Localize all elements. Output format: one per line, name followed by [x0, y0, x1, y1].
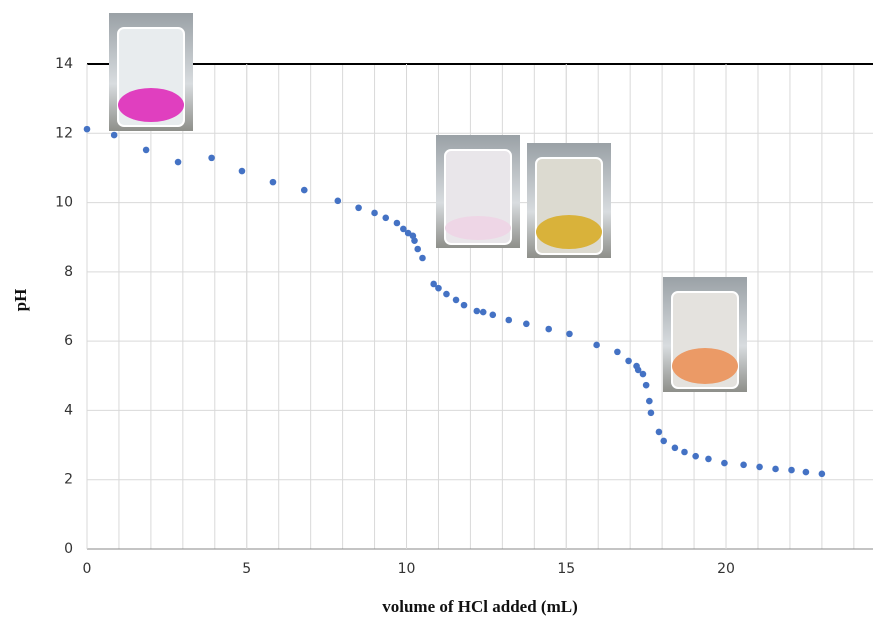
data-point: [393, 219, 401, 227]
data-point: [382, 214, 390, 222]
data-point: [411, 237, 418, 244]
data-point: [660, 437, 668, 445]
data-point: [642, 381, 650, 389]
data-point: [625, 357, 632, 365]
data-point: [566, 330, 573, 338]
beaker-photo-clear: [436, 135, 520, 248]
data-point: [634, 366, 642, 374]
data-point: [681, 448, 688, 456]
data-point: [614, 348, 621, 356]
data-point: [639, 370, 647, 378]
data-point: [452, 296, 460, 304]
x-tick-label: 5: [242, 561, 251, 577]
y-tick-label: 4: [64, 402, 73, 418]
data-point: [83, 125, 91, 133]
data-point: [545, 325, 552, 333]
y-tick-label: 12: [55, 125, 73, 141]
x-tick-label: 15: [557, 561, 575, 577]
data-point: [238, 167, 246, 175]
data-point: [460, 301, 468, 309]
data-point: [593, 341, 600, 349]
y-tick-label: 14: [55, 56, 73, 72]
data-point: [655, 428, 663, 436]
data-point: [473, 307, 481, 315]
data-point: [334, 197, 342, 205]
data-point: [523, 320, 530, 328]
data-point: [269, 178, 277, 186]
data-point: [110, 131, 118, 139]
y-axis-title: pH: [11, 289, 30, 312]
beaker-photo-orange: [663, 277, 747, 392]
data-point: [788, 466, 795, 474]
data-point: [646, 397, 653, 405]
data-point: [443, 290, 450, 298]
beaker-photo-yellow: [527, 143, 611, 258]
data-point: [772, 465, 779, 473]
x-tick-label: 10: [398, 561, 416, 577]
x-axis-title: volume of HCl added (mL): [382, 597, 578, 616]
data-point: [400, 225, 407, 233]
data-point: [208, 154, 215, 162]
data-point: [174, 158, 182, 166]
data-point: [430, 280, 437, 288]
data-point: [647, 409, 655, 417]
beaker-photo-pink: [109, 13, 193, 131]
data-point: [671, 444, 679, 452]
y-tick-label: 6: [64, 333, 73, 349]
data-point: [479, 308, 487, 316]
data-point: [404, 229, 412, 237]
y-tick-label: 0: [64, 541, 73, 557]
x-tick-label: 0: [83, 561, 92, 577]
x-tick-label: 20: [717, 561, 735, 577]
data-point: [142, 146, 150, 154]
data-point: [419, 254, 426, 262]
data-point: [818, 470, 826, 478]
data-point: [371, 209, 378, 217]
data-point: [355, 204, 362, 212]
data-point: [802, 468, 810, 476]
data-point: [740, 461, 747, 469]
data-point: [692, 452, 699, 460]
data-point: [435, 284, 442, 292]
data-point: [756, 463, 763, 471]
y-tick-label: 10: [55, 195, 73, 211]
data-point: [705, 455, 712, 463]
data-point: [489, 311, 497, 319]
data-point: [721, 459, 728, 467]
data-point: [300, 186, 308, 194]
data-point: [505, 316, 513, 324]
y-tick-label: 8: [64, 264, 73, 280]
y-tick-label: 2: [64, 472, 73, 488]
data-point: [414, 245, 421, 253]
